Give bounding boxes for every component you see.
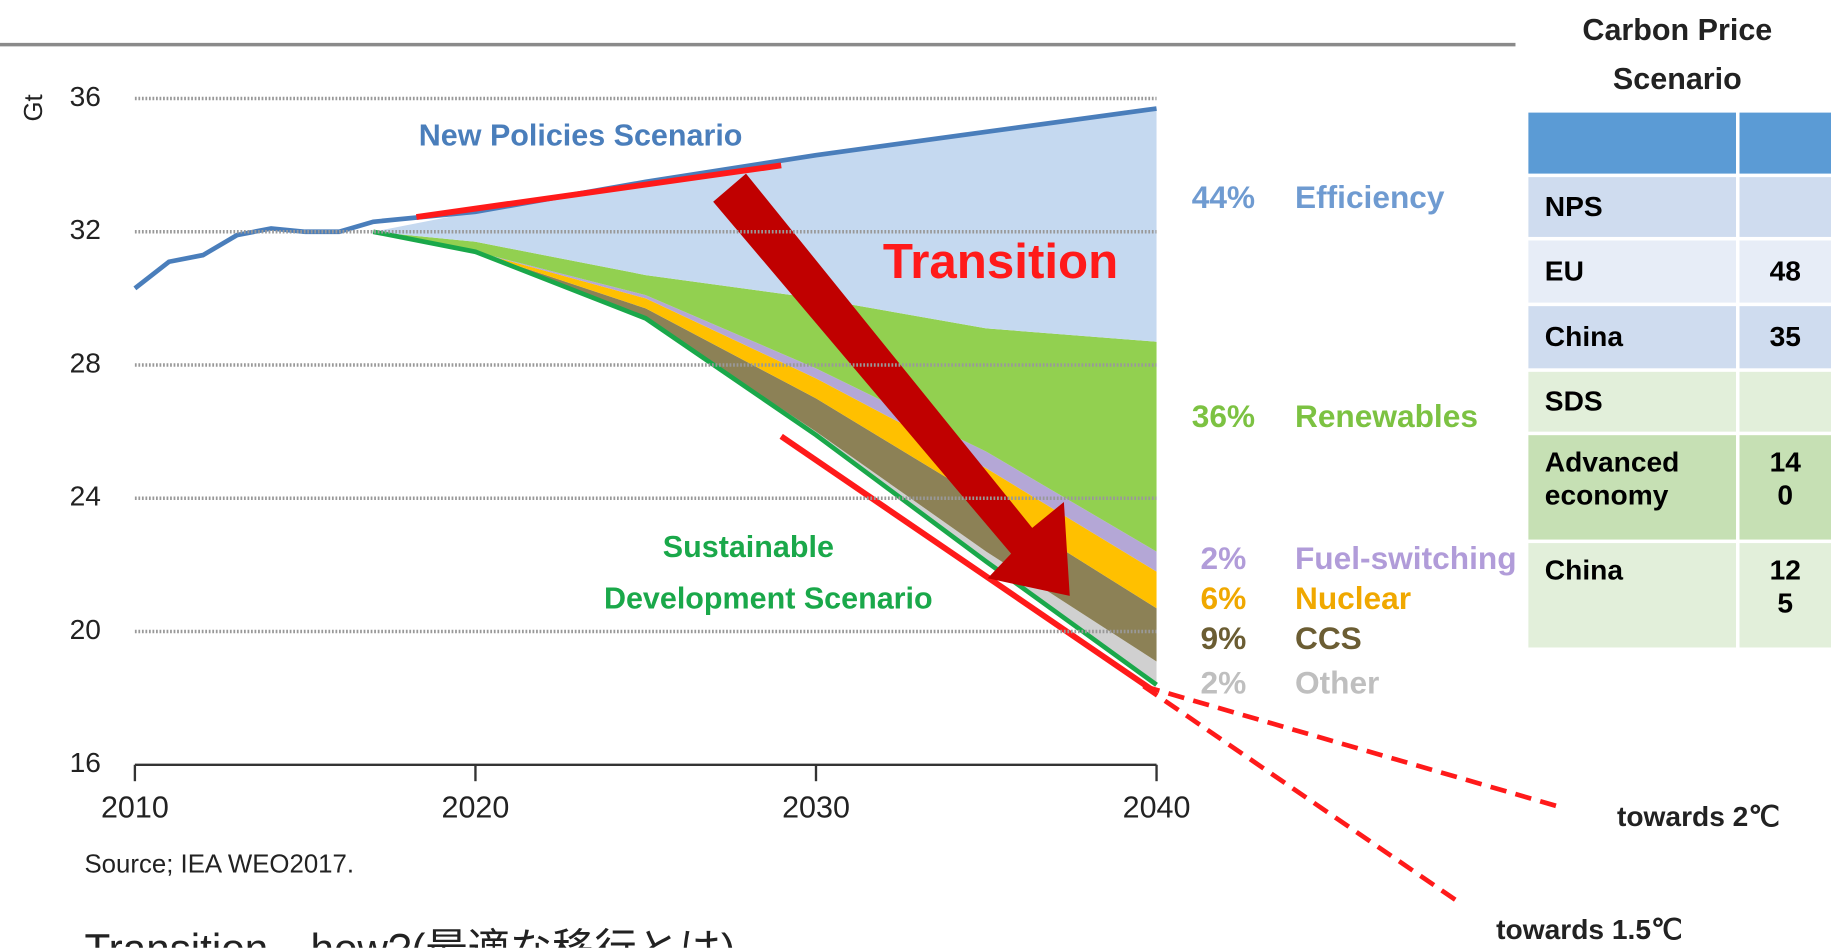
table-title: Carbon Price Scenario bbox=[1582, 11, 1773, 97]
carbon-price-table: NPS EU 48 China 35 SDS Advanced economy 140 Chin… bbox=[1528, 112, 1831, 651]
wedge-share: 36% bbox=[1192, 398, 1255, 434]
area-renewables bbox=[373, 231, 1157, 552]
x-tick-label: 2020 bbox=[442, 790, 510, 824]
row-value bbox=[1739, 371, 1831, 432]
header-cell bbox=[1739, 112, 1831, 174]
y-tick-label: 16 bbox=[70, 747, 101, 778]
wedge-name: Fuel-switching bbox=[1295, 540, 1517, 576]
row-label: NPS bbox=[1528, 177, 1736, 237]
target-label: towards 2℃ bbox=[1617, 801, 1780, 832]
line-label: Sustainable bbox=[663, 530, 834, 564]
trend-line bbox=[779, 433, 1158, 695]
line-label: Development Scenario bbox=[604, 582, 933, 616]
y-tick-label: 20 bbox=[70, 614, 101, 645]
y-tick-label: 28 bbox=[70, 347, 101, 378]
footer: Transition how?(最適な移行とは) bbox=[84, 926, 735, 948]
row-label: China bbox=[1528, 306, 1736, 369]
row-value: 140 bbox=[1739, 435, 1831, 540]
row-value bbox=[1739, 177, 1831, 237]
wedge-name: Other bbox=[1295, 664, 1379, 700]
y-tick-label: 24 bbox=[70, 481, 101, 512]
x-tick-label: 2010 bbox=[101, 790, 169, 824]
wedge-name: CCS bbox=[1295, 620, 1362, 656]
annotation: Transition bbox=[883, 234, 1118, 289]
table-row: China 35 bbox=[1528, 306, 1831, 369]
row-value: 48 bbox=[1739, 240, 1831, 303]
row-label: Advanced economy bbox=[1528, 435, 1736, 540]
row-label: SDS bbox=[1528, 371, 1736, 432]
header-cell bbox=[1528, 112, 1736, 174]
wedge-name: Efficiency bbox=[1295, 179, 1445, 215]
wedge-share: 44% bbox=[1192, 179, 1255, 215]
table-header bbox=[1528, 112, 1831, 174]
table-row: NPS bbox=[1528, 177, 1831, 237]
x-tick-label: 2030 bbox=[782, 790, 850, 824]
table-row: SDS bbox=[1528, 371, 1831, 432]
source: Source; IEA WEO2017. bbox=[84, 850, 354, 878]
row-value: 35 bbox=[1739, 306, 1831, 369]
wedge-name: Renewables bbox=[1295, 398, 1478, 434]
trend-line bbox=[415, 162, 782, 220]
wedge-share: 2% bbox=[1201, 540, 1247, 576]
table-row: China 125 bbox=[1528, 543, 1831, 648]
target-label: towards 1.5℃ bbox=[1496, 914, 1682, 945]
wedge-share: 9% bbox=[1201, 620, 1247, 656]
y-tick-label: 36 bbox=[70, 81, 101, 112]
line-label: New Policies Scenario bbox=[419, 118, 743, 152]
wedge-share: 6% bbox=[1201, 580, 1247, 616]
dashed-path bbox=[1142, 683, 1561, 810]
y-tick-label: 32 bbox=[70, 214, 101, 245]
transition-arrow bbox=[713, 173, 1070, 596]
table-row: EU 48 bbox=[1528, 240, 1831, 303]
wedge-name: Nuclear bbox=[1295, 580, 1411, 616]
dashed-path bbox=[1142, 684, 1462, 906]
row-label: EU bbox=[1528, 240, 1736, 303]
row-value: 125 bbox=[1739, 543, 1831, 648]
row-label: China bbox=[1528, 543, 1736, 648]
table-row: Advanced economy 140 bbox=[1528, 435, 1831, 540]
x-tick-label: 2040 bbox=[1123, 790, 1191, 824]
wedge-share: 2% bbox=[1201, 664, 1247, 700]
y-axis-label: Gt bbox=[20, 94, 48, 121]
